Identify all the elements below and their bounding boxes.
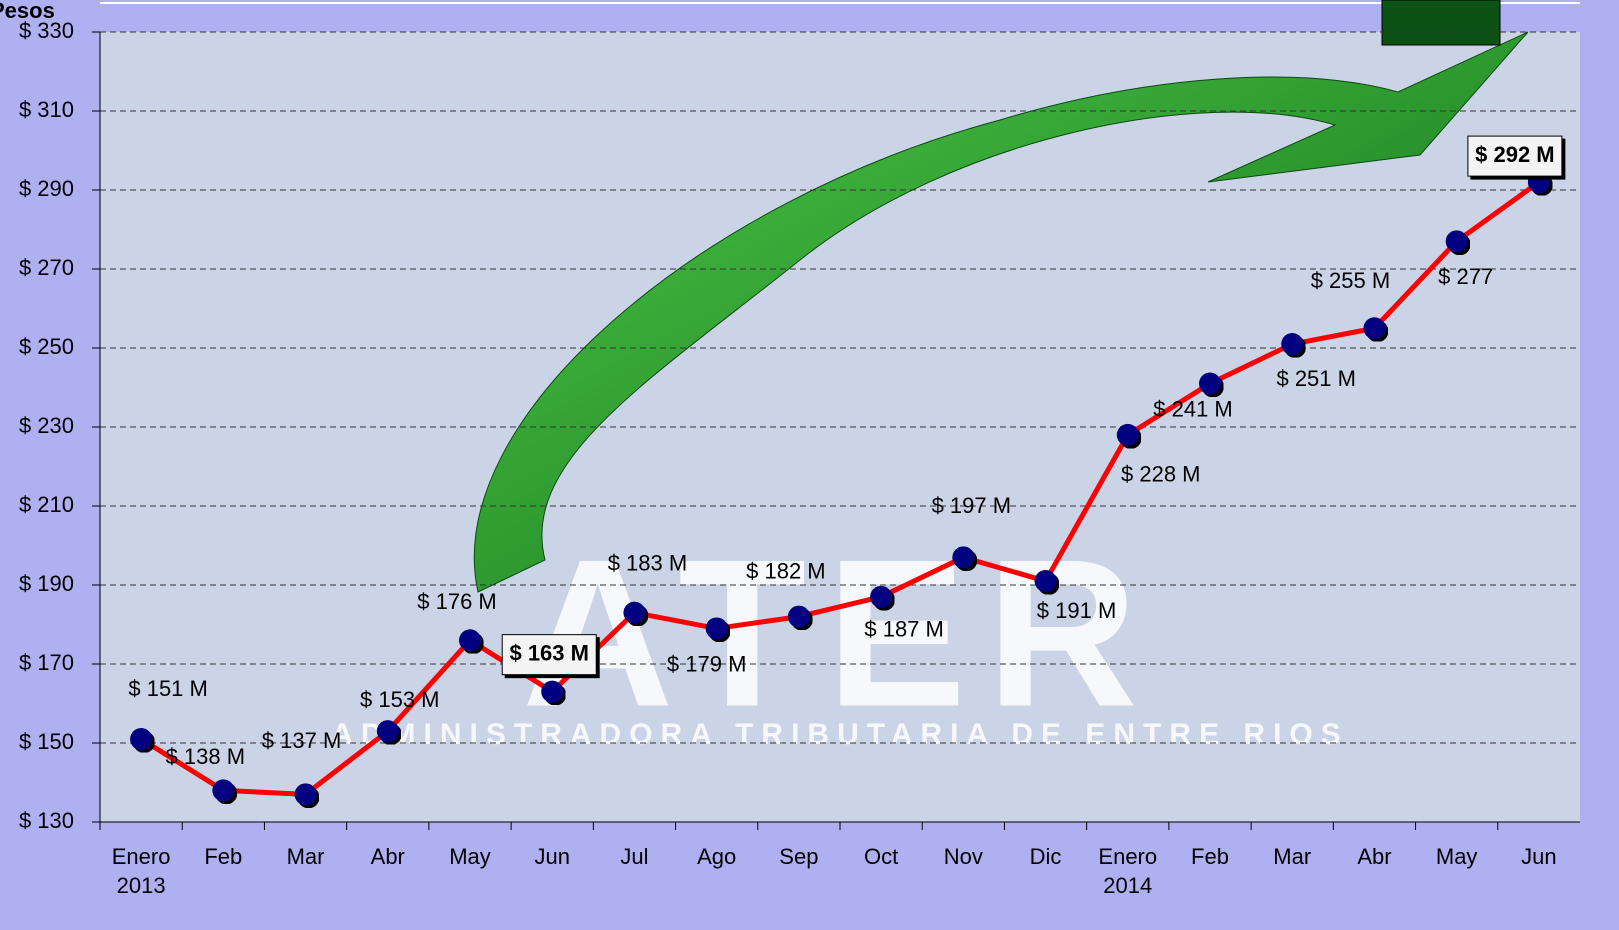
data-point [623,601,646,624]
x-tick-label: Feb [1191,844,1229,869]
growth-arrow [473,31,1529,593]
data-line [139,180,1541,797]
x-tick-label: Jun [1521,844,1556,869]
x-tick-label: May [449,844,491,869]
data-point [1363,317,1386,340]
label-box [1467,135,1563,177]
x-tick-label: Enero 2014 [1098,844,1157,898]
x-tick-label: Enero 2013 [112,844,171,898]
x-tick-label: Mar [287,844,325,869]
data-point [1034,570,1057,593]
data-point [212,779,235,802]
data-label: $ 179 M [667,651,747,676]
y-tick-label: $ 290 [19,176,74,201]
data-label: $ 255 M [1311,268,1391,293]
data-point [376,720,399,743]
data-label: $ 191 M [1037,598,1117,623]
data-label: $ 176 M [417,589,497,614]
watermark-logo: ATER [522,515,1158,750]
y-tick-label: $ 130 [19,808,74,833]
chart-content: $ 130 $ 150 $ 170 $ 190 $ 210 $ 230 $ 250 $ 270… [19,18,1580,898]
data-label: $ 241 M [1153,396,1233,421]
data-point [130,728,153,751]
y-tick-label: $ 150 [19,729,74,754]
data-point [1445,230,1468,253]
y-tick-label: $ 250 [19,334,74,359]
label-box [501,634,597,676]
x-tick-label: Oct [864,844,898,869]
x-tick-label: Abr [371,844,405,869]
data-label: $ 187 M [864,617,944,642]
x-tick-label: Jul [620,844,648,869]
data-label: $ 151 M [128,676,208,701]
x-tick-label: Dic [1030,844,1062,869]
data-label: $ 277 [1438,264,1493,289]
data-label: $ 228 M [1121,462,1201,487]
x-tick-label: Feb [204,844,242,869]
data-label: $ 138 M [166,744,246,769]
watermark-text: ADMINISTRADORA TRIBUTARIA DE ENTRE RIOS [331,718,1349,751]
x-tick-label: Nov [944,844,983,869]
x-tick-label: Sep [779,844,818,869]
data-point [1199,372,1221,395]
x-tick-label: Ago [697,844,736,869]
y-tick-label: $ 270 [19,255,74,280]
data-point [952,546,975,569]
x-tick-label: May [1436,844,1478,869]
data-label: $ 163 M [509,640,589,665]
data-label: $ 197 M [932,493,1012,518]
data-label: $ 182 M [746,558,826,583]
y-tick-label: $ 330 [19,18,74,43]
y-tick-label: $ 210 [19,492,74,517]
data-point [870,585,893,608]
y-tick-label: $ 310 [19,97,74,122]
y-axis-label: Pesos [0,0,55,23]
data-label: $ 183 M [608,550,688,575]
data-point [459,629,481,652]
data-point [1281,333,1304,356]
data-point [294,783,317,806]
data-label: $ 251 M [1276,366,1356,391]
y-tick-label: $ 190 [19,571,74,596]
x-tick-label: Abr [1357,844,1391,869]
y-tick-label: $ 170 [19,650,74,675]
corner-box [1381,0,1501,46]
data-label: $ 292 M [1475,142,1555,167]
x-tick-label: Mar [1273,844,1311,869]
y-tick-label: $ 230 [19,413,74,438]
x-tick-label: Jun [534,844,569,869]
data-point [787,605,810,628]
data-point [541,680,564,703]
data-point [705,617,728,640]
data-point [1116,423,1139,446]
data-label: $ 153 M [360,687,440,712]
data-label: $ 137 M [262,728,342,753]
